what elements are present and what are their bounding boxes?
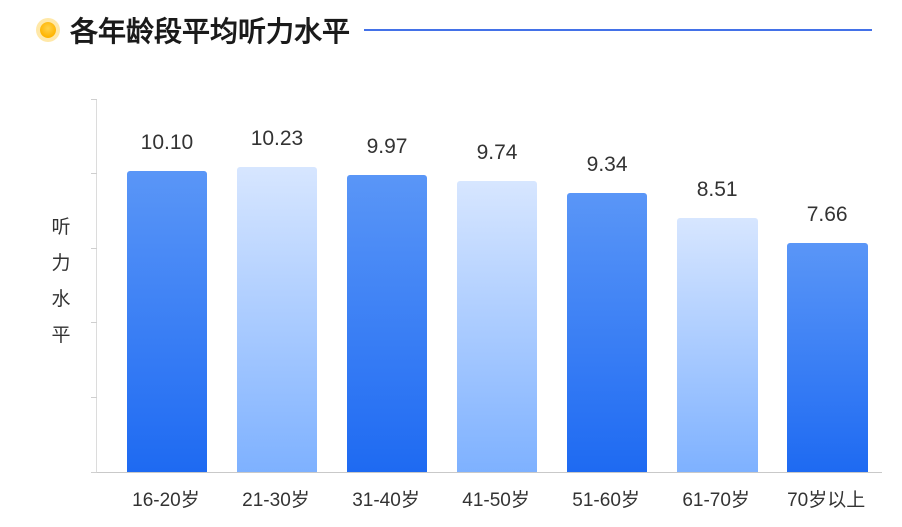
bar-slot: 9.34 (561, 100, 654, 472)
x-category-label: 16-20岁 (120, 485, 213, 512)
bar-value-label: 8.51 (677, 178, 758, 202)
chart-container: 各年龄段平均听力水平 听力水平 10.10 10.23 9.97 9.74 9.34 8.… (0, 0, 902, 527)
x-category-label: 31-40岁 (340, 485, 433, 512)
bar-slot: 8.51 (671, 100, 764, 472)
x-category-label: 70岁以上 (780, 485, 873, 512)
y-tick (91, 397, 97, 398)
header: 各年龄段平均听力水平 (40, 10, 872, 50)
header-rule (364, 29, 872, 31)
bar: 9.34 (567, 193, 648, 472)
bar-value-label: 10.10 (127, 131, 208, 155)
bar-slot: 10.10 (121, 100, 214, 472)
bar-slot: 7.66 (781, 100, 874, 472)
plot: 10.10 10.23 9.97 9.74 9.34 8.51 7.66 (96, 100, 882, 473)
y-axis-label: 听力水平 (50, 210, 72, 354)
x-axis: 16-20岁 21-30岁 31-40岁 41-50岁 51-60岁 61-70岁 70岁以… (96, 473, 882, 519)
bar-value-label: 9.34 (567, 153, 648, 177)
bar: 9.74 (457, 181, 538, 472)
bar-slot: 9.74 (451, 100, 544, 472)
bar: 9.97 (347, 175, 428, 473)
bar-value-label: 7.66 (787, 203, 868, 227)
chart-area: 听力水平 10.10 10.23 9.97 9.74 9.34 8.51 7.66 16-2… (50, 100, 882, 519)
x-category-label: 21-30岁 (230, 485, 323, 512)
y-tick (91, 322, 97, 323)
y-tick (91, 99, 97, 100)
bar: 8.51 (677, 218, 758, 472)
x-category-label: 51-60岁 (560, 485, 653, 512)
bar: 10.23 (237, 167, 318, 472)
bullet-icon (40, 22, 56, 38)
x-category-label: 41-50岁 (450, 485, 543, 512)
bar-value-label: 10.23 (237, 127, 318, 151)
bar: 7.66 (787, 243, 868, 472)
x-category-label: 61-70岁 (670, 485, 763, 512)
bar-value-label: 9.97 (347, 135, 428, 159)
y-tick (91, 248, 97, 249)
bar-slot: 9.97 (341, 100, 434, 472)
chart-title: 各年龄段平均听力水平 (70, 10, 350, 50)
bar-slot: 10.23 (231, 100, 324, 472)
bar-value-label: 9.74 (457, 141, 538, 165)
bars-layer: 10.10 10.23 9.97 9.74 9.34 8.51 7.66 (97, 100, 882, 472)
bar: 10.10 (127, 171, 208, 472)
y-tick (91, 173, 97, 174)
